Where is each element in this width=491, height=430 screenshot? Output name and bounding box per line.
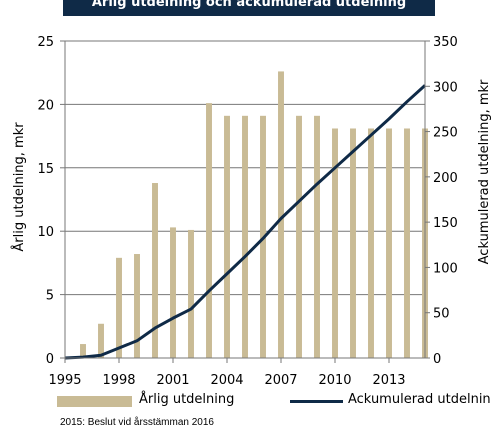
right-tick-label: 100: [433, 261, 458, 276]
right-tick-label: 250: [433, 126, 458, 141]
right-tick-label: 0: [433, 352, 441, 367]
x-axis-ticks: 1995 1998 2001 2004 2007 2010 2013: [48, 358, 406, 388]
right-tick-label: 200: [433, 171, 458, 186]
x-tick-label: 2004: [210, 373, 243, 388]
bar: [386, 128, 392, 358]
cumulative-line: [64, 84, 427, 360]
x-tick-label: 1998: [102, 373, 135, 388]
x-tick-label: 2001: [156, 373, 189, 388]
left-tick-label: 10: [37, 225, 54, 240]
right-tick-label: 350: [433, 35, 458, 50]
footnote: 2015: Beslut vid årsstämman 2016: [60, 417, 214, 428]
bar: [242, 115, 248, 358]
bar: [404, 128, 410, 358]
bar: [116, 257, 122, 358]
legend-label-cumulative: Ackumulerad utdelning: [348, 392, 491, 407]
legend-label-annual: Årlig utdelning: [139, 392, 235, 407]
right-tick-label: 300: [433, 80, 458, 95]
bar: [224, 115, 230, 358]
bar: [134, 254, 140, 358]
bar: [152, 183, 158, 358]
bar: [350, 128, 356, 358]
legend-swatch-line: [290, 400, 343, 403]
legend-swatch-bar: [57, 396, 132, 407]
x-tick-label: 1995: [48, 373, 81, 388]
bar: [296, 115, 302, 358]
chart-title: Årlig utdelning och ackumulerad utdelnin…: [63, 0, 435, 16]
bar: [188, 229, 194, 358]
cumulative-dividend-line: [64, 84, 427, 360]
bar: [368, 128, 374, 358]
bar: [206, 103, 212, 359]
left-tick-label: 0: [46, 352, 54, 367]
left-tick-label: 20: [37, 98, 54, 113]
x-tick-label: 2013: [372, 373, 405, 388]
right-tick-label: 150: [433, 216, 458, 231]
right-axis-ticks: 0 50 100 150 200 250 300 350: [425, 35, 458, 367]
left-tick-label: 5: [46, 289, 54, 304]
bar: [332, 128, 338, 358]
left-axis-ticks: 0 5 10 15 20 25: [37, 35, 65, 367]
axes: [64, 41, 426, 359]
y2-axis-label: Ackumulerad utdelning, mkr: [477, 79, 491, 264]
bar: [170, 227, 176, 358]
x-tick-label: 2010: [318, 373, 351, 388]
bar: [80, 344, 86, 358]
left-tick-label: 15: [37, 162, 54, 177]
bar: [278, 71, 284, 358]
x-tick-label: 2007: [264, 373, 297, 388]
bar: [98, 323, 104, 358]
bar: [314, 115, 320, 358]
annual-dividend-bars: [80, 71, 428, 359]
left-tick-label: 25: [37, 35, 54, 50]
right-tick-label: 50: [433, 307, 450, 322]
y-axis-label: Årlig utdelning, mkr: [11, 122, 27, 252]
